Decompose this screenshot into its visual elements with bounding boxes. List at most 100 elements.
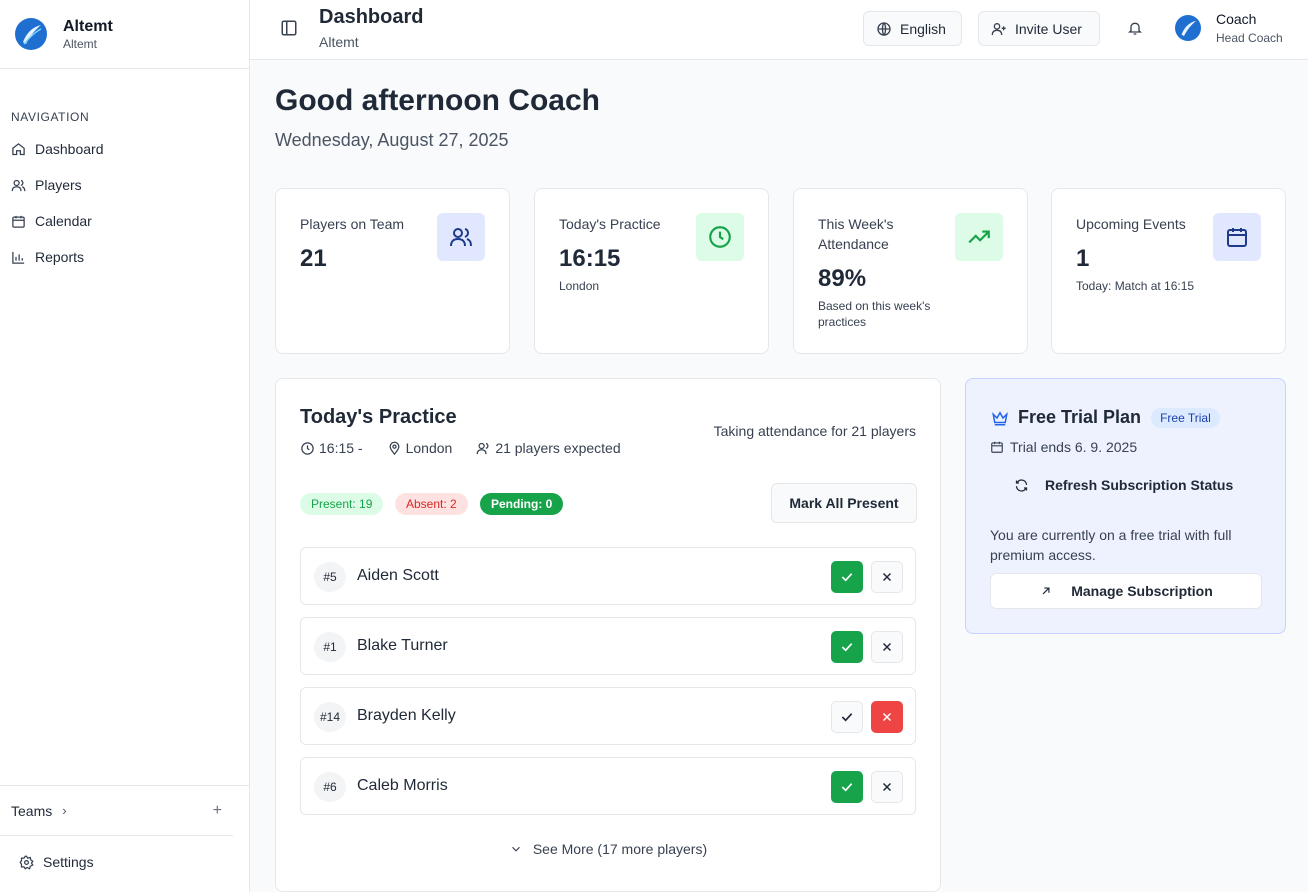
trial-description: You are currently on a free trial with f… (990, 527, 1232, 563)
map-pin-icon (389, 441, 400, 455)
language-button[interactable]: English (863, 11, 962, 46)
sidebar: Altemt Altemt NAVIGATION Dashboard Playe… (0, 0, 250, 892)
arrow-up-right-icon (1042, 587, 1050, 595)
stat-label: Players on Team (300, 216, 405, 232)
sidebar-item-label: Players (35, 177, 82, 193)
refresh-label: Refresh Subscription Status (1045, 477, 1234, 493)
stat-note: London (559, 279, 600, 293)
see-more-label: See More (17 more players) (532, 841, 708, 857)
invite-user-button[interactable]: Invite User (978, 11, 1100, 46)
brand[interactable]: Altemt Altemt (0, 0, 249, 69)
user-role: Head Coach (1216, 31, 1283, 45)
sidebar-item-label: Dashboard (35, 141, 104, 157)
clock-icon (696, 213, 744, 261)
current-date: Wednesday, August 27, 2025 (275, 130, 509, 150)
sidebar-item-dashboard[interactable]: Dashboard (11, 131, 239, 167)
free-trial-panel: Free Trial Plan Free Trial Trial ends 6.… (965, 378, 1286, 634)
stat-card-players: Players on Team 21 (275, 188, 510, 354)
trial-ends: Trial ends 6. 9. 2025 (990, 439, 1137, 455)
mark-absent-button[interactable] (871, 631, 903, 663)
close-icon (882, 572, 892, 582)
teams-label: Teams (11, 802, 53, 819)
greeting: Good afternoon Coach (275, 84, 600, 117)
stat-card-events: Upcoming Events 1 Today: Match at 16:15 (1051, 188, 1286, 354)
brand-logo-icon (15, 18, 47, 50)
calendar-icon (12, 215, 25, 228)
user-plus-icon (991, 22, 1006, 35)
stat-note: Today: Match at 16:15 (1076, 279, 1195, 293)
settings-label: Settings (43, 854, 94, 870)
check-icon (841, 713, 853, 722)
calendar-icon (991, 441, 1003, 453)
player-row: #5 Aiden Scott (300, 547, 916, 605)
check-icon (841, 783, 853, 792)
mark-all-present-button[interactable]: Mark All Present (771, 483, 917, 523)
pending-count-badge: Pending: 0 (480, 493, 564, 515)
bell-icon[interactable] (1127, 19, 1143, 37)
stat-label: Today's Practice (559, 216, 661, 232)
sidebar-nav: Dashboard Players Calendar Reports (11, 131, 239, 275)
close-icon (882, 712, 892, 722)
stat-label: This Week's Attendance (818, 216, 894, 252)
player-number: #14 (314, 702, 346, 732)
invite-user-label: Invite User (1015, 20, 1082, 37)
chevron-down-icon (511, 846, 520, 852)
mark-absent-button[interactable] (871, 701, 903, 733)
practice-expected: 21 players expected (495, 440, 621, 456)
refresh-icon (1015, 478, 1028, 492)
manage-label: Manage Subscription (1071, 583, 1213, 599)
practice-meta: 16:15 - London 21 players expected (300, 440, 621, 456)
see-more-button[interactable]: See More (17 more players) (276, 841, 940, 857)
avatar[interactable] (1175, 15, 1201, 41)
check-icon (841, 573, 853, 582)
users-icon (476, 442, 489, 454)
absent-count-badge: Absent: 2 (395, 493, 468, 515)
refresh-subscription-button[interactable]: Refresh Subscription Status (1014, 477, 1233, 493)
mark-present-button[interactable] (831, 771, 863, 803)
check-icon (841, 643, 853, 652)
attendance-info: Taking attendance for 21 players (713, 423, 916, 439)
sidebar-item-label: Calendar (35, 213, 92, 229)
page-title: Dashboard (319, 6, 424, 28)
mark-present-button[interactable] (831, 561, 863, 593)
nav-section-label: NAVIGATION (11, 110, 90, 124)
users-icon (11, 179, 26, 191)
users-icon (437, 213, 485, 261)
teams-toggle[interactable]: Teams › + (0, 786, 233, 836)
chevron-right-icon: › (62, 803, 67, 818)
sidebar-item-players[interactable]: Players (11, 167, 239, 203)
home-icon (12, 142, 25, 155)
stat-value: 89% (818, 265, 867, 292)
mark-present-button[interactable] (831, 631, 863, 663)
language-label: English (900, 20, 946, 37)
stat-note: Based on this week's practices (818, 299, 931, 329)
stat-card-attendance: This Week's Attendance 89% Based on this… (793, 188, 1028, 354)
trial-badge: Free Trial (1151, 407, 1220, 428)
practice-title: Today's Practice (300, 406, 457, 428)
sidebar-item-calendar[interactable]: Calendar (11, 203, 239, 239)
player-number: #6 (314, 772, 346, 802)
crown-icon (992, 410, 1008, 425)
settings-button[interactable]: Settings (0, 836, 249, 888)
brand-subtitle: Altemt (63, 36, 98, 51)
player-number: #5 (314, 562, 346, 592)
add-team-icon[interactable]: + (212, 801, 222, 819)
stat-card-practice: Today's Practice 16:15 London (534, 188, 769, 354)
sidebar-item-label: Reports (35, 249, 85, 265)
manage-subscription-button[interactable]: Manage Subscription (990, 573, 1262, 609)
close-icon (882, 642, 892, 652)
gear-icon (19, 855, 34, 870)
player-name: Caleb Morris (357, 777, 448, 794)
sidebar-item-reports[interactable]: Reports (11, 239, 239, 275)
top-header: Dashboard Altemt English Invite User Coa… (250, 0, 1308, 60)
globe-icon (877, 21, 891, 36)
sidebar-toggle-icon[interactable] (280, 19, 298, 37)
mark-absent-button[interactable] (871, 561, 903, 593)
stat-value: 1 (1076, 245, 1090, 272)
stat-label: Upcoming Events (1076, 216, 1186, 232)
brand-name: Altemt (63, 17, 113, 35)
stat-value: 16:15 (559, 245, 621, 272)
mark-absent-button[interactable] (871, 771, 903, 803)
present-count-badge: Present: 19 (300, 493, 384, 515)
mark-present-button[interactable] (831, 701, 863, 733)
